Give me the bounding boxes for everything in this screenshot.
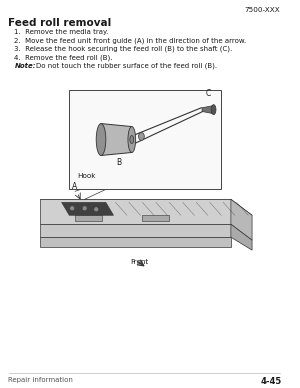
Bar <box>69 90 221 189</box>
Polygon shape <box>40 199 252 215</box>
Ellipse shape <box>130 135 134 144</box>
Bar <box>142 215 169 221</box>
Text: 1.  Remove the media tray.: 1. Remove the media tray. <box>14 29 109 35</box>
Text: Front: Front <box>130 259 148 265</box>
Polygon shape <box>202 106 214 114</box>
Polygon shape <box>40 237 231 247</box>
Ellipse shape <box>128 126 136 152</box>
Text: B: B <box>116 158 121 168</box>
Circle shape <box>70 206 75 211</box>
Text: Note:: Note: <box>14 63 36 69</box>
Polygon shape <box>40 199 231 224</box>
Text: 2.  Move the feed unit front guide (A) in the direction of the arrow.: 2. Move the feed unit front guide (A) in… <box>14 37 247 44</box>
Text: C: C <box>206 89 211 98</box>
Polygon shape <box>231 199 252 240</box>
Polygon shape <box>101 124 132 156</box>
Bar <box>75 215 102 221</box>
Text: Feed roll removal: Feed roll removal <box>8 18 111 28</box>
Ellipse shape <box>96 124 106 156</box>
Text: A: A <box>72 182 78 191</box>
Text: Hook: Hook <box>77 173 95 179</box>
Text: 7500-XXX: 7500-XXX <box>244 7 280 13</box>
Text: 4-45: 4-45 <box>261 377 282 386</box>
Text: Do not touch the rubber surface of the feed roll (B).: Do not touch the rubber surface of the f… <box>36 63 217 69</box>
Ellipse shape <box>211 105 216 114</box>
Text: 3.  Release the hook securing the feed roll (B) to the shaft (C).: 3. Release the hook securing the feed ro… <box>14 46 233 52</box>
Ellipse shape <box>139 132 144 140</box>
Polygon shape <box>61 202 113 215</box>
Polygon shape <box>40 224 231 237</box>
Polygon shape <box>231 224 252 250</box>
Circle shape <box>94 207 99 212</box>
Circle shape <box>82 206 87 211</box>
Text: Repair information: Repair information <box>8 377 73 383</box>
Text: 4.  Remove the feed roll (B).: 4. Remove the feed roll (B). <box>14 54 113 61</box>
